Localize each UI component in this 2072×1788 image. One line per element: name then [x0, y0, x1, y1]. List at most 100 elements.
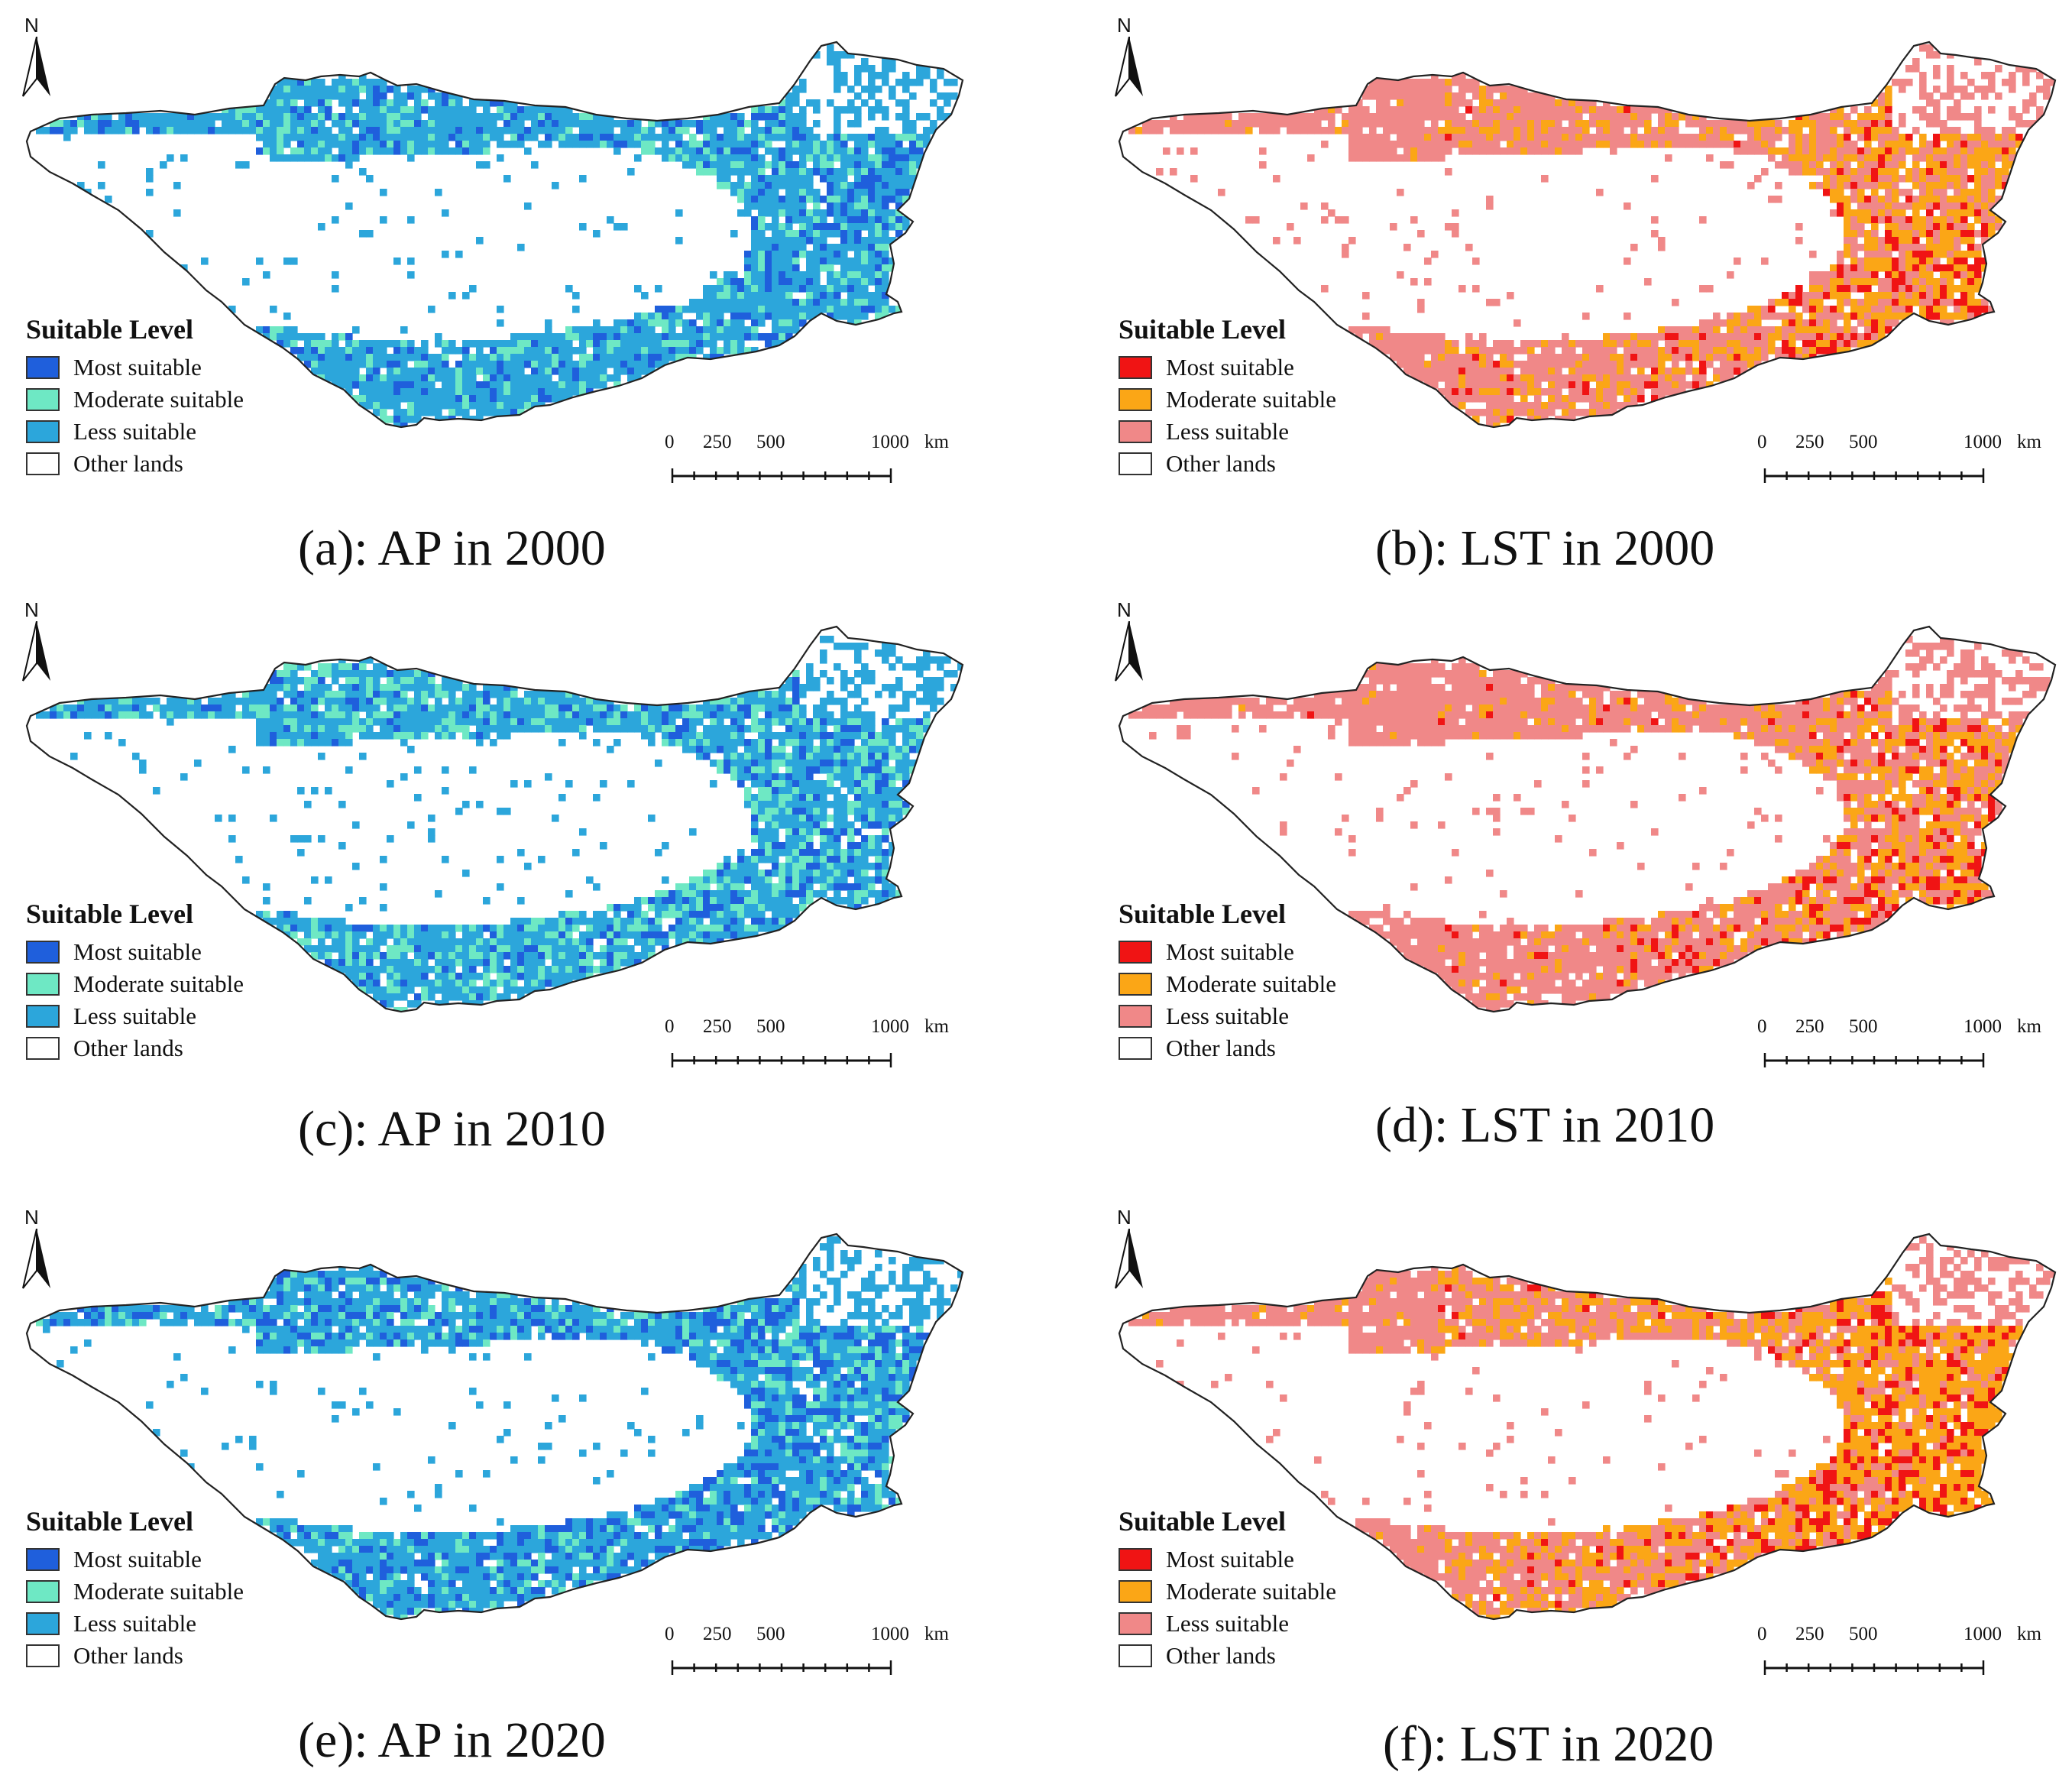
scale-label: 500 [1849, 1624, 1878, 1645]
legend-label: Most suitable [73, 1546, 202, 1573]
legend-label: Less suitable [73, 418, 196, 445]
legend-item: Other lands [26, 1032, 244, 1064]
north-arrow-icon [1112, 621, 1146, 682]
legend-title: Suitable Level [1119, 898, 1336, 930]
legend-swatch [1119, 1644, 1152, 1667]
legend-label: Moderate suitable [1166, 386, 1336, 413]
north-arrow: N [14, 598, 60, 682]
legend-label: Other lands [1166, 1035, 1276, 1062]
north-arrow: N [14, 1206, 60, 1290]
legend-swatch [1119, 1580, 1152, 1603]
legend-item: Most suitable [1119, 936, 1336, 968]
scale-label: 250 [1795, 1016, 1824, 1038]
legend-label: Other lands [1166, 450, 1276, 478]
scale-label: 500 [756, 1016, 785, 1038]
north-arrow: N [1106, 1206, 1152, 1290]
legend-label: Less suitable [73, 1003, 196, 1030]
legend-swatch [1119, 1005, 1152, 1028]
north-label: N [24, 598, 39, 622]
scale-label: 1000 [1964, 1624, 2002, 1645]
legend-item: Other lands [1119, 1640, 1336, 1672]
legend-swatch [26, 420, 60, 443]
panel-caption: (e): AP in 2020 [298, 1712, 606, 1770]
north-arrow-icon [20, 621, 53, 682]
scale-unit: km [2017, 1624, 2041, 1645]
scale-unit: km [924, 1624, 949, 1645]
legend-label: Most suitable [73, 354, 202, 381]
legend-title: Suitable Level [26, 898, 244, 930]
legend-item: Most suitable [1119, 1543, 1336, 1576]
scale-unit: km [2017, 432, 2041, 453]
legend-item: Other lands [1119, 448, 1336, 480]
scale-label: 250 [1795, 432, 1824, 453]
legend-label: Less suitable [1166, 418, 1289, 445]
legend-item: Most suitable [1119, 351, 1336, 384]
legend-title: Suitable Level [26, 313, 244, 345]
north-arrow: N [1106, 14, 1152, 98]
panel-caption: (a): AP in 2000 [298, 520, 606, 578]
scale-bar-graphic [1763, 461, 1993, 484]
scale-label: 1000 [1964, 432, 2002, 453]
legend-swatch [1119, 388, 1152, 411]
north-arrow-icon [20, 37, 53, 98]
legend-title: Suitable Level [1119, 313, 1336, 345]
scale-label: 1000 [1964, 1016, 2002, 1038]
legend-item: Moderate suitable [1119, 384, 1336, 416]
scale-bar-graphic [671, 461, 900, 484]
legend-swatch [1119, 941, 1152, 964]
scale-bar-graphic [1763, 1045, 1993, 1068]
legend-item: Moderate suitable [26, 384, 244, 416]
scale-unit: km [924, 432, 949, 453]
legend-label: Moderate suitable [73, 1578, 244, 1605]
legend-item: Moderate suitable [26, 968, 244, 1000]
legend-swatch [26, 1037, 60, 1060]
legend-label: Moderate suitable [73, 386, 244, 413]
legend-label: Moderate suitable [73, 970, 244, 998]
legend-item: Other lands [26, 1640, 244, 1672]
panel-caption: (d): LST in 2010 [1375, 1096, 1714, 1155]
scale-label: 0 [1757, 1624, 1767, 1645]
scale-label: 250 [1795, 1624, 1824, 1645]
legend-label: Less suitable [1166, 1003, 1289, 1030]
legend-item: Less suitable [1119, 1608, 1336, 1640]
legend-swatch [1119, 1037, 1152, 1060]
legend-item: Less suitable [1119, 416, 1336, 448]
legend-swatch [1119, 973, 1152, 996]
scale-label: 250 [703, 1624, 732, 1645]
legend-swatch [26, 388, 60, 411]
legend-swatch [26, 941, 60, 964]
north-label: N [1117, 14, 1132, 37]
scale-label: 0 [665, 1016, 675, 1038]
map-panel-c: N Suitable Level Most suitable Moderate sui… [0, 585, 1085, 1181]
north-arrow-icon [1112, 37, 1146, 98]
legend-swatch [26, 452, 60, 475]
legend-swatch [26, 1580, 60, 1603]
panel-caption: (b): LST in 2000 [1375, 520, 1714, 578]
legend-title: Suitable Level [26, 1505, 244, 1537]
scale-label: 500 [756, 432, 785, 453]
legend: Suitable Level Most suitable Moderate suit… [26, 898, 244, 1064]
map-panel-e: N Suitable Level Most suitable Moderate sui… [0, 1192, 1085, 1788]
legend-swatch [1119, 420, 1152, 443]
scale-label: 500 [1849, 432, 1878, 453]
legend-label: Most suitable [73, 938, 202, 966]
north-label: N [1117, 598, 1132, 622]
legend-item: Less suitable [26, 1608, 244, 1640]
legend-label: Most suitable [1166, 1546, 1294, 1573]
legend-item: Most suitable [26, 351, 244, 384]
legend-item: Moderate suitable [1119, 1576, 1336, 1608]
legend-item: Less suitable [1119, 1000, 1336, 1032]
legend-swatch [1119, 452, 1152, 475]
legend-swatch [1119, 1612, 1152, 1635]
